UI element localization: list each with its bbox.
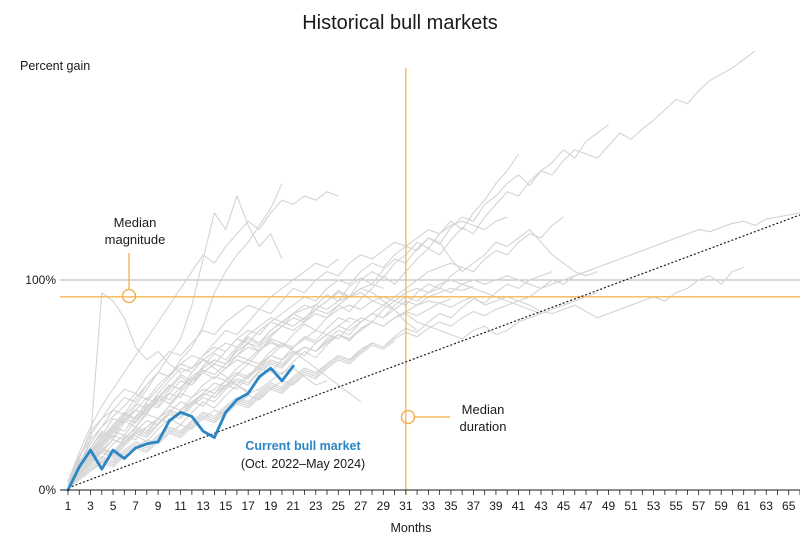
y-axis-label: Percent gain	[20, 59, 90, 73]
x-tick-label: 9	[155, 499, 162, 513]
historical-series-line	[67, 342, 373, 489]
x-tick-label: 25	[332, 499, 346, 513]
x-axis-label: Months	[391, 521, 432, 535]
historical-series-line	[67, 304, 395, 487]
x-tick-label: 5	[110, 499, 117, 513]
historical-series-line	[67, 191, 339, 482]
x-tick-label: 47	[579, 499, 593, 513]
x-tick-label: 27	[354, 499, 368, 513]
x-tick-label: 3	[87, 499, 94, 513]
current-series-group	[66, 364, 295, 492]
x-tick-label: 43	[534, 499, 548, 513]
trend-line-group	[67, 214, 800, 489]
historical-series-line	[67, 50, 756, 487]
historical-series-line	[67, 258, 339, 482]
x-tick-label: 65	[782, 499, 796, 513]
historical-series-line	[67, 279, 542, 487]
x-tick-label: 39	[489, 499, 503, 513]
x-tick-label: 63	[760, 499, 774, 513]
x-tick-label: 59	[714, 499, 728, 513]
median-duration-marker	[400, 409, 416, 425]
historical-series-line	[67, 355, 328, 484]
x-tick-label: 51	[624, 499, 638, 513]
chart-title: Historical bull markets	[302, 12, 498, 34]
x-axis: 1 3 5 7 9 11 13 15 17 19 21 23 25 27 29 31 33 35 37 39 41 43 4…	[60, 489, 800, 513]
current-series-period: (Oct. 2022–May 2024)	[241, 457, 365, 471]
x-tick-label: 1	[65, 499, 72, 513]
x-tick-label: 21	[287, 499, 301, 513]
historical-series-group	[67, 50, 800, 489]
x-tick-label: 23	[309, 499, 323, 513]
x-tick-label: 19	[264, 499, 278, 513]
median-magnitude-marker	[121, 288, 137, 304]
y-tick-label: 100%	[25, 273, 56, 287]
median-magnitude-label-line2: magnitude	[105, 232, 166, 247]
historical-series-line	[67, 271, 553, 489]
x-tick-label: 13	[196, 499, 210, 513]
x-tick-label: 35	[444, 499, 458, 513]
historical-series-line	[67, 292, 249, 487]
historical-series-line	[67, 229, 598, 482]
x-tick-label: 53	[647, 499, 661, 513]
x-tick-label: 41	[512, 499, 526, 513]
median-duration-label-line1: Median	[462, 402, 505, 417]
x-tick-label: 55	[669, 499, 683, 513]
x-tick-label: 11	[174, 499, 187, 513]
x-tick-label: 17	[242, 499, 256, 513]
x-tick-label: 45	[557, 499, 571, 513]
median-duration-label-line2: duration	[460, 419, 507, 434]
x-tick-label: 49	[602, 499, 616, 513]
y-axis-ticks: 0% 100%	[25, 273, 56, 497]
historical-series-line	[67, 266, 598, 487]
historical-series-line	[67, 344, 294, 487]
x-tick-label: 15	[219, 499, 233, 513]
y-tick-label: 0%	[39, 483, 57, 497]
x-tick-label: 37	[467, 499, 481, 513]
historical-series-line	[67, 283, 384, 484]
x-tick-label: 61	[737, 499, 751, 513]
trend-line	[67, 214, 800, 489]
historical-series-line	[67, 195, 283, 487]
x-tick-label: 7	[132, 499, 139, 513]
historical-series-line	[67, 212, 800, 489]
median-magnitude-label-line1: Median	[114, 215, 157, 230]
x-tick-label: 29	[377, 499, 391, 513]
current-series-line	[66, 364, 295, 492]
median-lines	[60, 68, 800, 493]
x-tick-label: 33	[422, 499, 436, 513]
x-tick-label: 31	[399, 499, 413, 513]
x-tick-label: 57	[692, 499, 706, 513]
current-series-label: Current bull market	[245, 439, 361, 453]
historical-series-line	[67, 262, 463, 487]
